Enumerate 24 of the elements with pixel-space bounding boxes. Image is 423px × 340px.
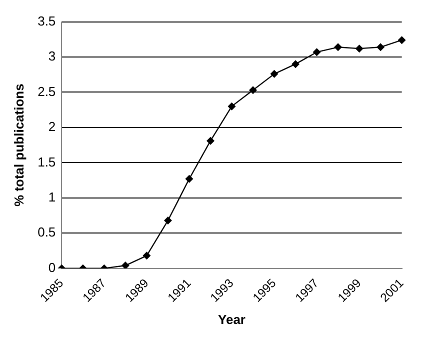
y-tick-label: 3.5 xyxy=(38,13,56,28)
point xyxy=(334,43,342,52)
y-tick-label: 1 xyxy=(48,189,56,204)
point xyxy=(376,43,385,52)
y-tick-label: 0.5 xyxy=(38,224,56,240)
y-tick-label: 2.5 xyxy=(38,84,56,99)
point xyxy=(185,174,194,183)
point xyxy=(249,86,258,94)
point xyxy=(292,60,300,68)
y-tick-label: 3 xyxy=(48,48,56,64)
point xyxy=(398,36,406,44)
x-axis-title: Year xyxy=(218,312,246,327)
point xyxy=(270,70,278,78)
y-axis-title: % total publications xyxy=(11,84,26,206)
point xyxy=(206,136,214,145)
point xyxy=(142,252,151,260)
point xyxy=(228,102,236,110)
point xyxy=(121,262,130,268)
y-tick-label: 1.5 xyxy=(38,154,56,170)
y-tick-label: 0 xyxy=(48,260,56,275)
point xyxy=(164,216,172,224)
point xyxy=(355,44,364,53)
y-tick-label: 2 xyxy=(48,119,56,134)
point xyxy=(312,48,321,56)
